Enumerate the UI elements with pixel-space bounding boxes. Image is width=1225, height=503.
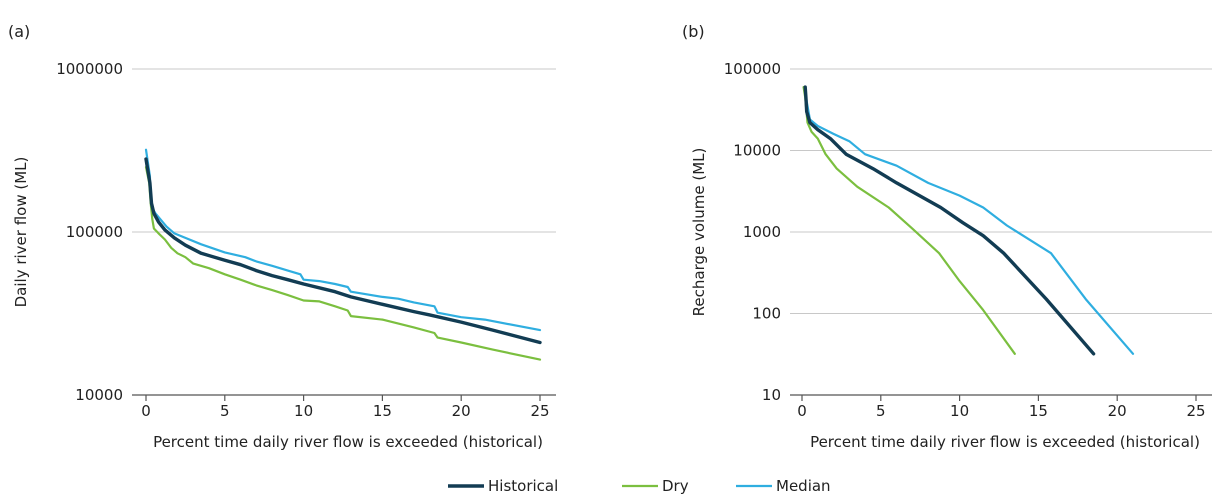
- y-tick-label: 100000: [724, 60, 781, 78]
- y-axis-title: Recharge volume (ML): [690, 148, 708, 317]
- panel-label: (a): [8, 22, 30, 41]
- x-tick-label: 5: [876, 402, 886, 420]
- series-line-historical: [144, 157, 542, 345]
- panel-a: (a) 10000 100000 1000000 0 5 10 15 20 25 Percent t…: [8, 22, 556, 451]
- y-tick-label: 10000: [75, 386, 123, 404]
- y-tick-label: 100: [752, 305, 781, 323]
- series-line-dry: [802, 85, 1016, 355]
- x-tick-label: 10: [294, 402, 313, 420]
- series-line-median: [804, 89, 1135, 355]
- y-tick-label: 100000: [66, 223, 123, 241]
- legend-label-median: Median: [776, 477, 831, 495]
- x-tick-label: 15: [373, 402, 392, 420]
- x-tick-label: 0: [797, 402, 807, 420]
- y-axis-title: Daily river flow (ML): [12, 157, 30, 308]
- x-tick-label: 20: [452, 402, 471, 420]
- panel-b: (b) 10 100 1000 10000 100000 0 5 10 15 20 25 Percent…: [682, 22, 1212, 451]
- x-tick-label: 0: [141, 402, 151, 420]
- x-tick-label: 5: [220, 402, 230, 420]
- legend: Historical Dry Median: [448, 477, 831, 495]
- x-tick-label: 25: [1186, 402, 1205, 420]
- x-tick-label: 20: [1108, 402, 1127, 420]
- series-line-historical: [803, 85, 1096, 356]
- series-line-dry: [144, 166, 542, 361]
- y-tick-label: 10000: [733, 142, 781, 160]
- series-line-median: [144, 148, 542, 332]
- legend-label-historical: Historical: [488, 477, 558, 495]
- y-tick-label: 10: [762, 386, 781, 404]
- y-tick-label: 1000: [743, 223, 781, 241]
- x-tick-label: 15: [1029, 402, 1048, 420]
- x-tick-label: 25: [530, 402, 549, 420]
- x-axis-title: Percent time daily river flow is exceede…: [153, 433, 543, 451]
- panel-label: (b): [682, 22, 705, 41]
- y-tick-label: 1000000: [56, 60, 123, 78]
- x-tick-label: 10: [950, 402, 969, 420]
- x-axis-title: Percent time daily river flow is exceede…: [810, 433, 1200, 451]
- legend-label-dry: Dry: [662, 477, 689, 495]
